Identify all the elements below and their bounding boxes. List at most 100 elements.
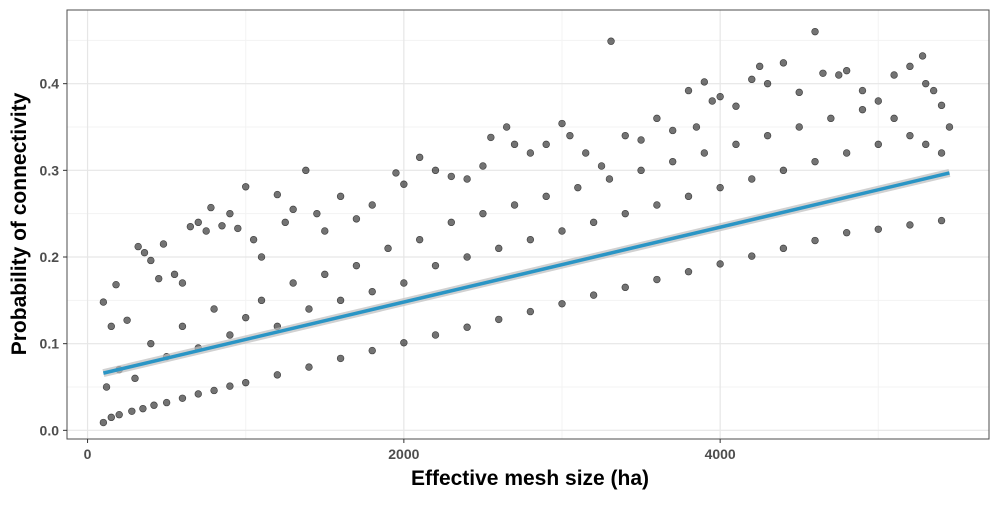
grid-lines bbox=[67, 10, 989, 439]
x-tick-label: 2000 bbox=[388, 446, 419, 462]
data-point bbox=[281, 218, 289, 227]
data-point bbox=[384, 244, 392, 253]
panel-border bbox=[66, 9, 990, 440]
data-point bbox=[684, 192, 693, 201]
data-point bbox=[128, 407, 136, 415]
data-point bbox=[858, 86, 867, 95]
data-point bbox=[835, 71, 843, 79]
data-point bbox=[510, 201, 519, 209]
y-tick-label: 0.3 bbox=[40, 162, 60, 178]
data-point bbox=[210, 386, 218, 395]
data-point bbox=[479, 209, 487, 218]
data-point bbox=[178, 279, 187, 287]
data-point bbox=[159, 240, 168, 248]
data-point bbox=[207, 203, 215, 212]
data-point bbox=[99, 418, 108, 427]
data-point bbox=[763, 131, 772, 140]
data-point bbox=[400, 339, 408, 347]
data-point bbox=[273, 190, 282, 199]
data-point bbox=[479, 162, 487, 170]
data-point bbox=[922, 79, 930, 88]
data-point bbox=[352, 215, 361, 223]
data-point bbox=[819, 69, 827, 77]
data-point bbox=[621, 131, 629, 140]
data-point bbox=[273, 371, 282, 379]
data-point bbox=[242, 313, 250, 322]
data-point bbox=[336, 354, 345, 363]
trend-line-group bbox=[102, 169, 951, 378]
data-point bbox=[874, 97, 882, 105]
data-point bbox=[226, 331, 234, 339]
data-point bbox=[684, 86, 693, 95]
data-point bbox=[147, 256, 155, 265]
data-point bbox=[566, 131, 574, 140]
data-point bbox=[131, 374, 139, 383]
data-point bbox=[795, 123, 803, 131]
data-point bbox=[257, 296, 266, 305]
data-point bbox=[929, 86, 938, 95]
y-tick-label: 0.4 bbox=[40, 76, 60, 92]
data-point bbox=[811, 236, 819, 245]
data-point bbox=[827, 114, 835, 123]
data-point bbox=[162, 398, 171, 407]
data-point bbox=[918, 52, 927, 60]
data-point bbox=[289, 279, 297, 287]
data-point bbox=[906, 221, 914, 229]
data-point bbox=[874, 140, 882, 149]
data-point bbox=[922, 140, 930, 149]
data-point bbox=[431, 261, 440, 270]
data-point bbox=[140, 248, 149, 257]
data-point bbox=[107, 413, 115, 422]
data-point bbox=[779, 244, 788, 253]
data-point bbox=[653, 201, 661, 209]
data-point bbox=[795, 88, 803, 97]
data-point bbox=[542, 192, 550, 201]
data-point bbox=[653, 114, 661, 123]
data-point bbox=[748, 75, 756, 84]
data-point bbox=[102, 383, 111, 391]
data-point bbox=[526, 235, 535, 244]
data-point bbox=[431, 166, 440, 175]
data-point bbox=[321, 270, 329, 279]
data-point bbox=[123, 316, 131, 324]
data-point bbox=[937, 101, 946, 110]
data-point bbox=[194, 218, 202, 227]
data-point bbox=[139, 404, 147, 413]
scatter-points bbox=[99, 27, 954, 427]
data-point bbox=[732, 140, 740, 149]
data-point bbox=[874, 225, 882, 233]
data-point bbox=[716, 92, 724, 101]
data-point bbox=[700, 149, 709, 157]
data-point bbox=[589, 218, 598, 227]
data-point bbox=[700, 78, 709, 86]
data-point bbox=[150, 401, 158, 409]
data-point bbox=[352, 261, 361, 270]
data-point bbox=[937, 216, 946, 225]
data-point bbox=[607, 37, 615, 45]
data-point bbox=[242, 378, 250, 387]
data-point bbox=[305, 363, 313, 371]
data-point bbox=[589, 291, 598, 299]
data-point bbox=[937, 149, 946, 157]
data-point bbox=[558, 119, 566, 128]
data-point bbox=[779, 166, 788, 175]
data-point bbox=[732, 102, 740, 110]
data-point bbox=[811, 157, 819, 166]
data-point bbox=[495, 244, 503, 253]
data-point bbox=[669, 126, 677, 135]
y-axis-title: Probability of connectivity bbox=[8, 92, 31, 355]
data-point bbox=[510, 140, 519, 149]
data-point bbox=[558, 227, 566, 235]
data-point bbox=[755, 62, 764, 71]
data-point bbox=[178, 394, 187, 402]
y-tick-label: 0.1 bbox=[40, 336, 60, 352]
data-point bbox=[779, 59, 788, 67]
data-point bbox=[321, 227, 329, 235]
x-axis-title: Effective mesh size (ha) bbox=[411, 467, 649, 490]
data-point bbox=[202, 227, 210, 235]
data-point bbox=[368, 346, 376, 355]
data-point bbox=[637, 166, 645, 175]
y-tick-label: 0.2 bbox=[40, 249, 60, 265]
